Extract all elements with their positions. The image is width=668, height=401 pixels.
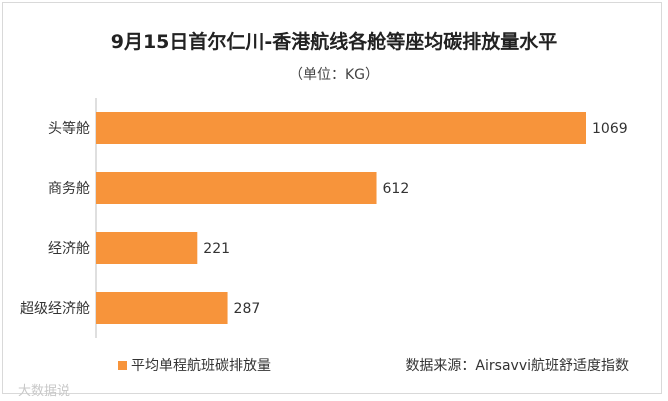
bar [96, 172, 377, 204]
category-label: 经济舱 [48, 241, 90, 257]
value-label: 221 [203, 241, 230, 257]
chart-title: 9月15日首尔仁川-香港航线各舱等座均碳排放量水平 [111, 30, 558, 53]
bars-group: 头等舱 1069 商务舱 612 经济舱 221 超级经济舱 287 [20, 112, 628, 324]
category-label: 超级经济舱 [20, 301, 90, 317]
category-label: 头等舱 [48, 120, 90, 137]
legend-swatch [118, 361, 127, 370]
value-label: 1069 [592, 121, 628, 137]
watermark-logo: 大数据说 [18, 384, 70, 399]
source-note: 数据来源：Airsavvi航班舒适度指数 [405, 358, 629, 374]
chart-frame [2, 2, 662, 394]
legend-label: 平均单程航班碳排放量 [131, 358, 271, 374]
value-label: 287 [234, 301, 261, 317]
bar [96, 292, 228, 324]
value-label: 612 [383, 181, 410, 197]
bar [96, 112, 586, 144]
category-label: 商务舱 [48, 181, 90, 197]
chart-subtitle: （单位：KG） [289, 67, 379, 83]
bar [96, 232, 198, 264]
